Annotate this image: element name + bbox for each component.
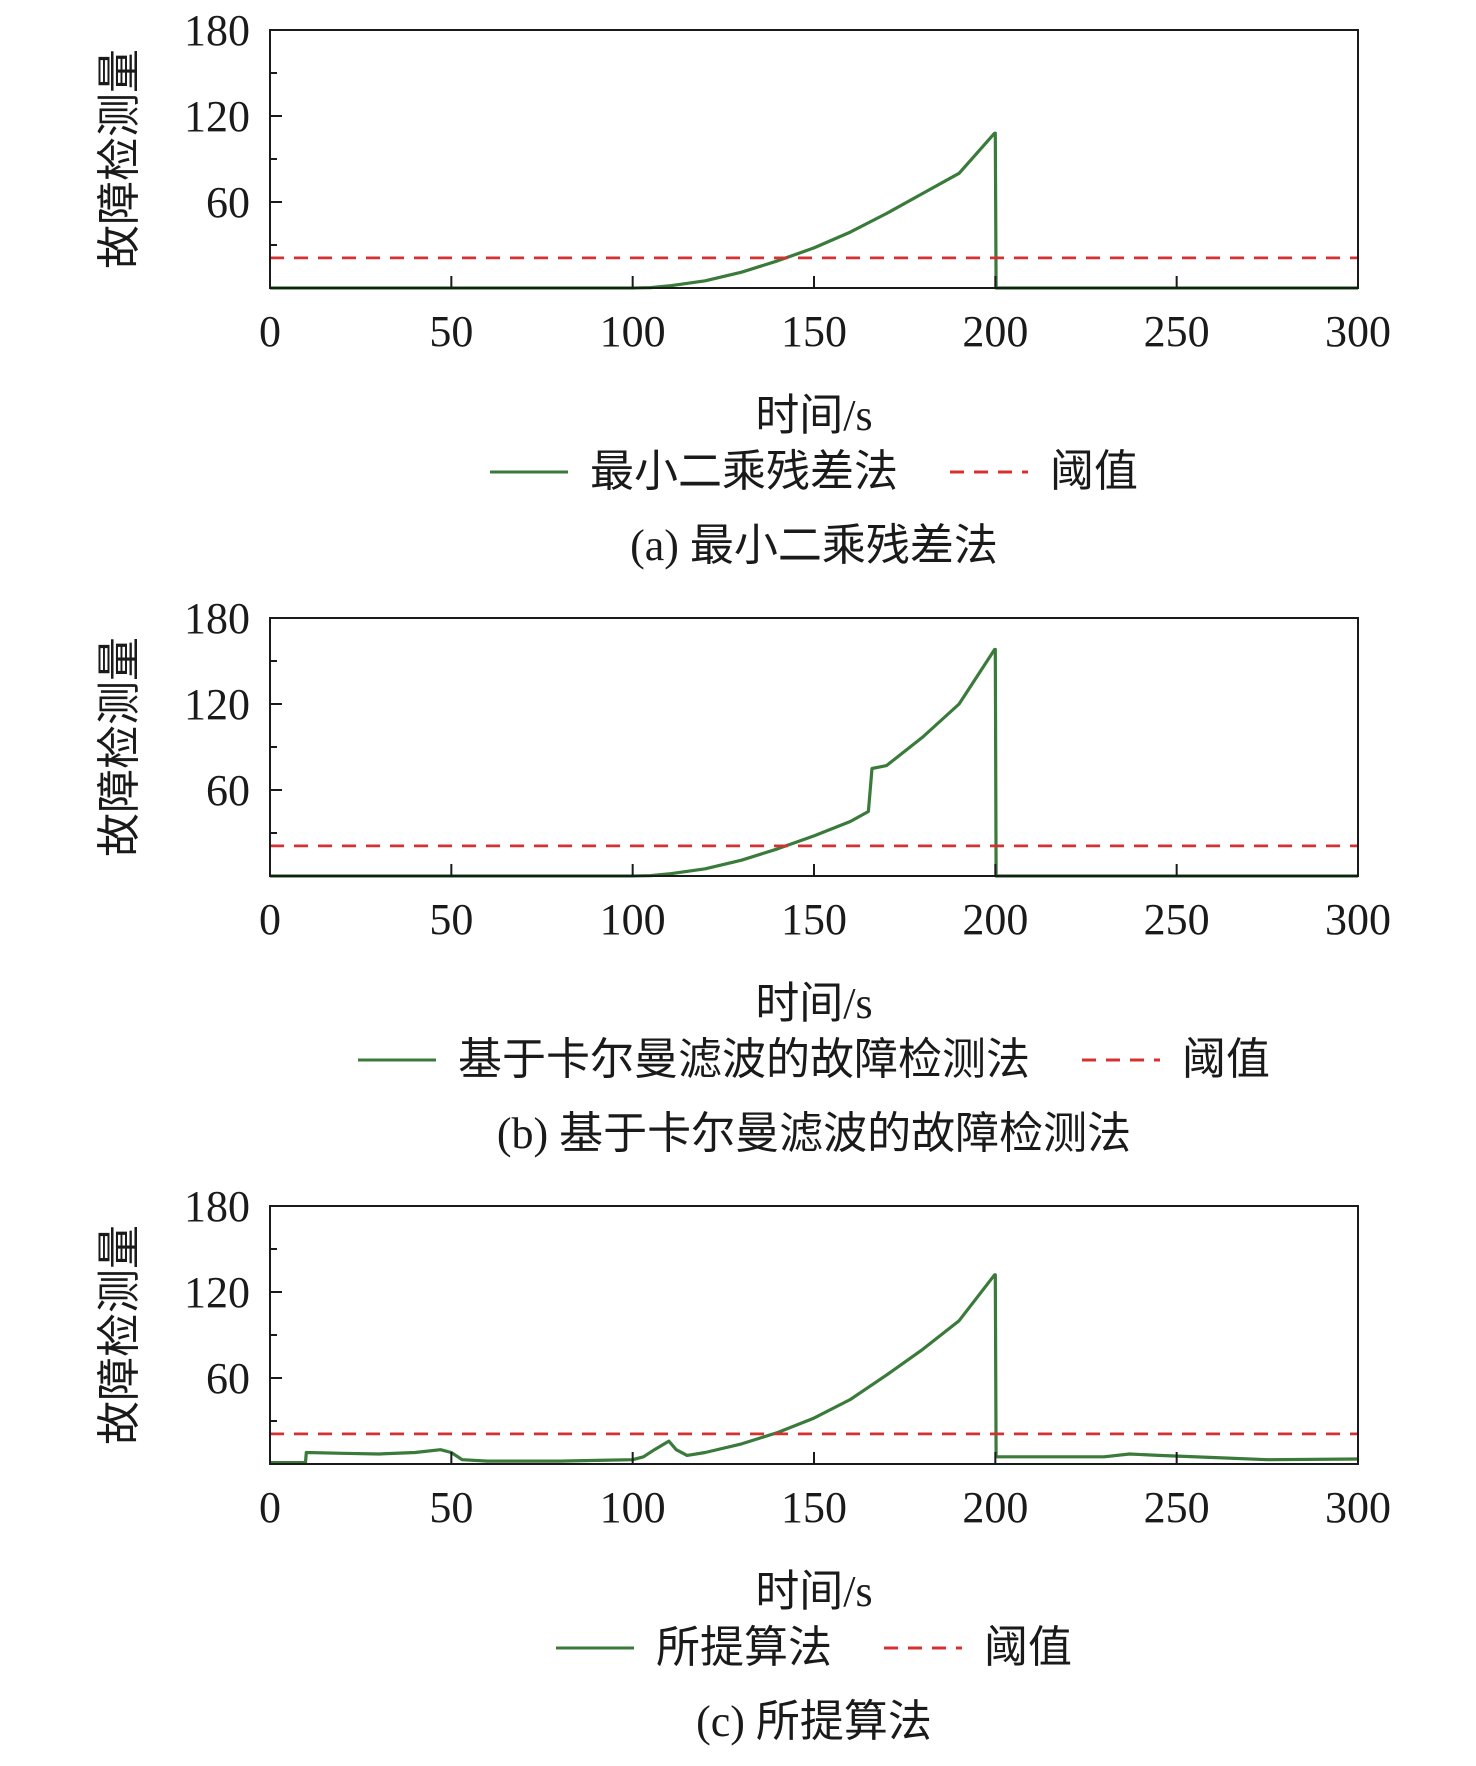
chart-panel-1: 0 50 100 150 200 250 300 60 120 180 时间/s 故障检测量最小二乘残… [95, 6, 1391, 570]
chart-caption: (a) 最小二乘残差法 [630, 521, 998, 570]
series-line [270, 131, 1358, 290]
plot-frame [269, 1205, 1359, 1465]
legend-label: 所提算法 [656, 1623, 832, 1672]
legend: 最小二乘残差法 阈值 [490, 447, 1138, 496]
x-tick-label: 300 [1325, 307, 1391, 356]
series-line [270, 647, 1358, 878]
legend-label: 最小二乘残差法 [590, 447, 898, 496]
x-axis-label: 时间/s [755, 391, 872, 440]
x-tick-label: 0 [259, 1483, 281, 1532]
legend-label: 阈值 [984, 1623, 1072, 1672]
legend-label: 基于卡尔曼滤波的故障检测法 [458, 1035, 1030, 1084]
y-tick-label: 180 [184, 594, 250, 643]
x-tick-label: 100 [600, 307, 666, 356]
x-axis-label: 时间/s [755, 979, 872, 1028]
legend: 基于卡尔曼滤波的故障检测法 阈值 [358, 1035, 1270, 1084]
legend-label: 阈值 [1050, 447, 1138, 496]
chart-panel-2: 0 50 100 150 200 250 300 60 120 180 时间/s 故障检测量基于卡尔曼… [95, 594, 1391, 1158]
x-tick-label: 150 [781, 307, 847, 356]
x-axis-label: 时间/s [755, 1567, 872, 1616]
legend: 所提算法 阈值 [556, 1623, 1072, 1672]
y-tick-label: 180 [184, 6, 250, 55]
x-tick-label: 0 [259, 895, 281, 944]
x-tick-label: 250 [1144, 1483, 1210, 1532]
x-tick-label: 200 [962, 895, 1028, 944]
x-tick-label: 250 [1144, 307, 1210, 356]
legend-label: 阈值 [1182, 1035, 1270, 1084]
y-tick-label: 120 [184, 680, 250, 729]
series-line [270, 1273, 1359, 1465]
x-tick-label: 300 [1325, 1483, 1391, 1532]
x-tick-label: 200 [962, 1483, 1028, 1532]
x-tick-label: 50 [429, 307, 473, 356]
chart-caption: (b) 基于卡尔曼滤波的故障检测法 [497, 1109, 1131, 1158]
x-tick-label: 300 [1325, 895, 1391, 944]
x-tick-label: 250 [1144, 895, 1210, 944]
x-tick-label: 150 [781, 895, 847, 944]
y-tick-label: 60 [206, 178, 250, 227]
y-axis-label: 故障检测量 [95, 1225, 144, 1445]
y-axis-label: 故障检测量 [95, 637, 144, 857]
y-tick-label: 120 [184, 1268, 250, 1317]
y-tick-label: 60 [206, 766, 250, 815]
y-tick-label: 60 [206, 1354, 250, 1403]
chart-caption: (c) 所提算法 [696, 1697, 932, 1746]
x-tick-label: 100 [600, 895, 666, 944]
x-tick-label: 150 [781, 1483, 847, 1532]
x-tick-label: 100 [600, 1483, 666, 1532]
y-tick-label: 120 [184, 92, 250, 141]
y-tick-label: 180 [184, 1182, 250, 1231]
x-tick-label: 50 [429, 1483, 473, 1532]
x-tick-label: 200 [962, 307, 1028, 356]
x-tick-label: 50 [429, 895, 473, 944]
y-axis-label: 故障检测量 [95, 49, 144, 269]
x-tick-label: 0 [259, 307, 281, 356]
